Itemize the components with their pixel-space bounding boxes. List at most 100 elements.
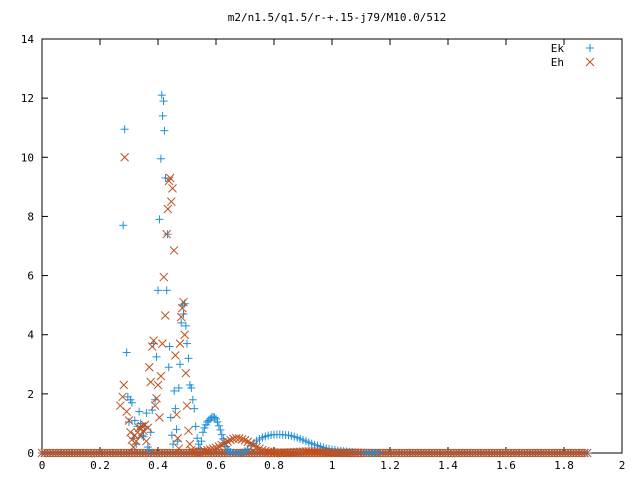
data-point xyxy=(155,413,164,422)
data-point xyxy=(181,321,190,330)
data-point xyxy=(159,97,168,106)
data-point xyxy=(216,425,225,434)
data-point xyxy=(147,342,157,351)
data-point xyxy=(214,421,223,430)
baseline-eh xyxy=(37,448,592,458)
data-point xyxy=(122,407,132,416)
data-point xyxy=(163,230,172,239)
data-point xyxy=(260,446,270,456)
data-point xyxy=(154,286,162,295)
data-point xyxy=(237,435,247,444)
data-point xyxy=(213,417,222,426)
y-tick-label: 2 xyxy=(27,388,34,401)
x-tick-label: 1.4 xyxy=(438,459,458,472)
data-point xyxy=(134,423,144,433)
data-point xyxy=(184,426,193,436)
data-point xyxy=(139,426,148,436)
data-point xyxy=(240,435,250,445)
legend-symbol xyxy=(585,57,595,67)
data-point xyxy=(165,342,174,351)
data-point xyxy=(126,427,135,437)
data-point xyxy=(164,363,173,372)
data-point xyxy=(144,362,154,372)
data-point xyxy=(153,380,163,390)
y-tick-label: 6 xyxy=(27,270,34,283)
y-tick-label: 4 xyxy=(27,329,34,342)
data-point xyxy=(172,425,181,434)
y-tick-label: 0 xyxy=(27,447,34,460)
x-tick-label: 0.2 xyxy=(90,459,110,472)
x-tick-label: 0 xyxy=(39,459,46,472)
data-point xyxy=(231,433,241,443)
data-point xyxy=(120,125,129,134)
data-point xyxy=(198,428,207,437)
data-point xyxy=(119,221,128,230)
chart-title: m2/n1.5/q1.5/r-+.15-j79/M10.0/512 xyxy=(228,11,447,24)
legend-label-ek: Ek xyxy=(551,42,565,55)
data-point xyxy=(180,330,190,340)
data-point xyxy=(252,442,261,452)
data-point xyxy=(119,380,129,390)
data-point xyxy=(127,398,136,407)
x-tick-label: 0.4 xyxy=(148,459,168,472)
data-point xyxy=(258,445,267,455)
data-point xyxy=(118,392,127,402)
data-point xyxy=(211,443,221,453)
data-point xyxy=(210,413,219,422)
legend-label-eh: Eh xyxy=(551,56,564,69)
data-point xyxy=(158,111,167,120)
data-point xyxy=(234,434,244,443)
data-point xyxy=(353,448,363,458)
data-point xyxy=(217,430,226,439)
x-tick-label: 1.2 xyxy=(380,459,400,472)
data-point xyxy=(191,422,200,431)
data-point xyxy=(171,351,180,360)
data-point xyxy=(174,383,183,392)
data-point xyxy=(120,152,130,162)
data-point xyxy=(160,126,169,135)
data-point xyxy=(205,445,215,454)
data-point xyxy=(225,447,234,456)
data-point xyxy=(146,377,156,387)
y-tick-label: 8 xyxy=(27,210,34,223)
data-point xyxy=(177,318,186,327)
baseline-markers xyxy=(37,448,592,458)
data-point xyxy=(143,423,153,433)
data-point xyxy=(166,197,176,206)
data-point xyxy=(255,444,264,453)
data-point xyxy=(194,447,203,457)
data-point xyxy=(135,407,144,416)
data-point xyxy=(156,371,166,381)
series-ek xyxy=(119,91,383,457)
data-point xyxy=(139,432,148,441)
x-tick-label: 2 xyxy=(619,459,626,472)
data-point xyxy=(150,401,160,411)
data-point xyxy=(188,395,197,404)
x-tick-label: 0.8 xyxy=(264,459,284,472)
data-point xyxy=(174,444,184,453)
series-eh xyxy=(115,152,366,458)
data-point xyxy=(152,352,161,361)
baseline-point xyxy=(580,448,589,458)
data-point xyxy=(356,448,366,458)
data-point xyxy=(184,354,193,363)
series-layer xyxy=(115,91,383,458)
data-point xyxy=(169,440,178,449)
data-point xyxy=(374,448,383,457)
data-point xyxy=(156,154,165,163)
data-point xyxy=(226,435,235,445)
data-point xyxy=(142,436,151,446)
legend-marker-eh xyxy=(585,57,595,67)
data-point xyxy=(202,445,212,455)
data-point xyxy=(168,183,177,193)
data-point xyxy=(157,339,167,348)
data-point xyxy=(163,204,173,214)
data-point xyxy=(187,383,196,392)
data-point xyxy=(162,286,171,295)
y-tick-label: 12 xyxy=(21,92,34,105)
data-point xyxy=(130,416,139,425)
x-tick-label: 0.6 xyxy=(206,459,226,472)
data-point xyxy=(223,437,232,446)
x-tick-label: 1.6 xyxy=(496,459,516,472)
